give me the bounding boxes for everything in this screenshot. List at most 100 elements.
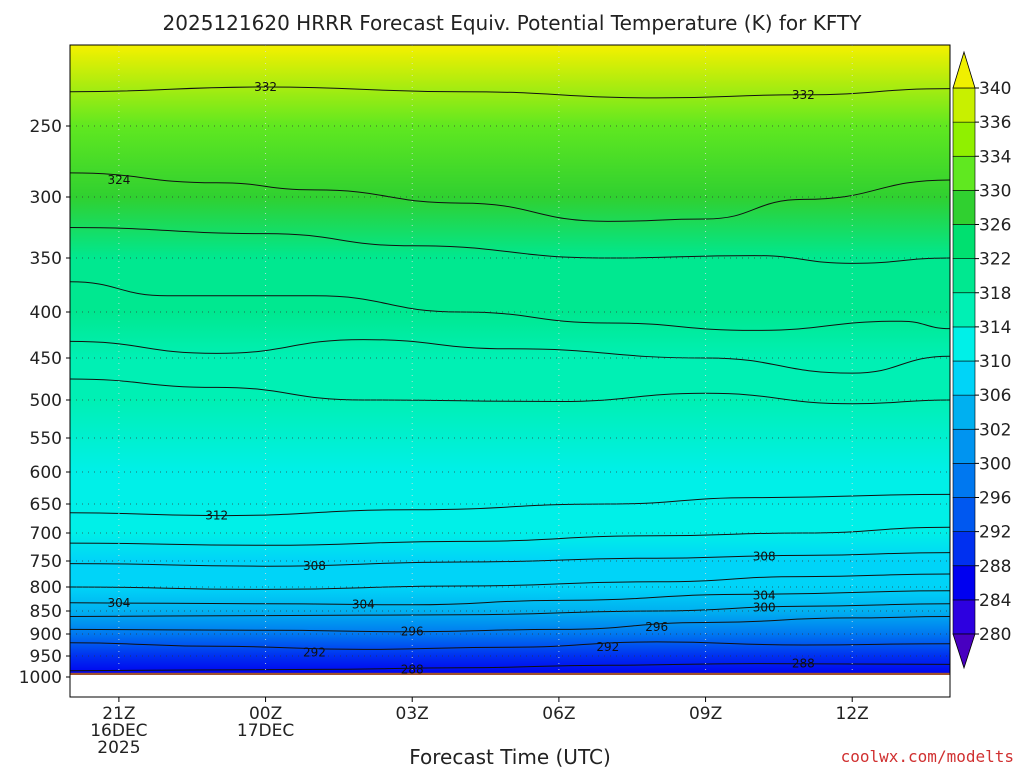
contour-label-332: 332 [254, 80, 277, 94]
colorbar-bin-330-334 [952, 156, 976, 191]
contour-label-304: 304 [753, 589, 776, 603]
colorbar: 280 284 288 292 296 300 302 306 310 314 318 322 326 3… [952, 50, 1011, 670]
contour-label-292: 292 [303, 646, 326, 660]
colorbar-bin-288-292 [952, 531, 976, 567]
gridlines [70, 45, 950, 675]
contour-300 [70, 603, 950, 617]
y-tick-label-900: 900 [30, 625, 62, 645]
colorbar-bin-326-330 [952, 190, 976, 225]
below-ground-mask [70, 672, 950, 675]
contour-label-304: 304 [352, 597, 375, 611]
x-tick-label-0-2: 2025 [97, 738, 140, 758]
colorbar-bin-318-322 [952, 258, 976, 294]
y-tick-label-300: 300 [30, 188, 62, 208]
y-axis: 250 300 350 400 450 500 550 600 650 700 750 800 850 9… [19, 117, 70, 688]
colorbar-label-300: 300 [979, 454, 1011, 474]
contour-label-296: 296 [645, 620, 668, 634]
colorbar-bin-336-340 [952, 87, 976, 123]
x-tick-label-15-0: 12Z [836, 704, 869, 724]
colorbar-max-arrow [952, 50, 976, 89]
colorbar-bin-334-336 [952, 121, 976, 157]
contour-288 [70, 663, 950, 672]
credit-text: coolwx.com/modelts [841, 747, 1014, 766]
x-tick-label-12-0: 09Z [689, 704, 722, 724]
contour-label-308: 308 [753, 550, 776, 564]
contour-304 [70, 590, 950, 606]
contour-label-288: 288 [401, 662, 424, 676]
colorbar-bin-280-284 [952, 599, 976, 635]
colorbar-bin-314-318 [952, 292, 976, 328]
contour-label-312: 312 [205, 509, 228, 523]
contour-label-304: 304 [107, 596, 130, 610]
contour-label-324: 324 [107, 173, 130, 187]
colorbar-label-334: 334 [979, 147, 1011, 167]
contour-label-296: 296 [401, 625, 424, 639]
contour-label-300: 300 [753, 601, 776, 615]
contour-label-332: 332 [792, 88, 815, 102]
contour-lines [70, 86, 950, 672]
colorbar-bin-284-288 [952, 565, 976, 601]
contour-label-288: 288 [792, 657, 815, 671]
y-tick-label-1000: 1000 [19, 668, 62, 688]
y-tick-label-750: 750 [30, 552, 62, 572]
contour-324 [70, 172, 950, 222]
contour-label-308: 308 [303, 559, 326, 573]
colorbar-label-322: 322 [979, 250, 1011, 270]
colorbar-label-288: 288 [979, 557, 1011, 577]
colorbar-label-330: 330 [979, 181, 1011, 201]
colorbar-label-280: 280 [979, 625, 1011, 645]
contour-296 [70, 616, 950, 633]
colorbar-label-336: 336 [979, 113, 1011, 133]
colorbar-min-arrow [952, 633, 976, 670]
y-tick-label-250: 250 [30, 117, 62, 137]
contour-306 [70, 573, 950, 590]
colorbar-label-284: 284 [979, 591, 1011, 611]
colorbar-label-310: 310 [979, 352, 1011, 372]
y-tick-label-850: 850 [30, 602, 62, 622]
colorbar-label-302: 302 [979, 420, 1011, 440]
colorbar-label-306: 306 [979, 386, 1011, 406]
y-tick-label-350: 350 [30, 249, 62, 269]
colorbar-label-340: 340 [979, 79, 1011, 99]
contour-314 [70, 378, 950, 405]
chart-title: 2025121620 HRRR Forecast Equiv. Potentia… [163, 11, 863, 35]
colorbar-bin-300-302 [952, 428, 976, 464]
colorbar-label-296: 296 [979, 489, 1011, 509]
y-tick-label-700: 700 [30, 524, 62, 544]
y-tick-label-550: 550 [30, 429, 62, 449]
y-tick-label-400: 400 [30, 303, 62, 323]
contour-320 [70, 227, 950, 264]
y-tick-label-450: 450 [30, 349, 62, 369]
colorbar-bin-310-314 [952, 326, 976, 362]
colorbar-bin-292-296 [952, 497, 976, 532]
x-tick-label-3-0: 00Z [249, 704, 282, 724]
y-tick-label-650: 650 [30, 495, 62, 515]
x-tick-label-9-0: 06Z [542, 704, 575, 724]
colorbar-bin-302-306 [952, 394, 976, 430]
contour-292 [70, 641, 950, 650]
contour-316 [70, 339, 950, 374]
colorbar-bin-322-326 [952, 224, 976, 259]
contour-332 [70, 86, 950, 99]
colorbar-label-314: 314 [979, 318, 1011, 338]
contour-label-292: 292 [596, 640, 619, 654]
y-tick-label-500: 500 [30, 391, 62, 411]
y-tick-label-950: 950 [30, 647, 62, 667]
contour-310 [70, 526, 950, 546]
field-fill [70, 45, 950, 675]
colorbar-bin-306-310 [952, 360, 976, 396]
colorbar-label-326: 326 [979, 216, 1011, 236]
x-tick-label-6-0: 03Z [396, 704, 429, 724]
x-tick-label-0-0: 21Z [102, 704, 135, 724]
colorbar-label-318: 318 [979, 284, 1011, 304]
contour-312 [70, 493, 950, 517]
x-tick-label-0-1: 16DEC [90, 721, 147, 741]
colorbar-label-292: 292 [979, 523, 1011, 543]
plot-frame [69, 44, 951, 698]
contour-318 [70, 281, 950, 331]
colorbar-bin-296-300 [952, 463, 976, 498]
y-tick-label-600: 600 [30, 463, 62, 483]
